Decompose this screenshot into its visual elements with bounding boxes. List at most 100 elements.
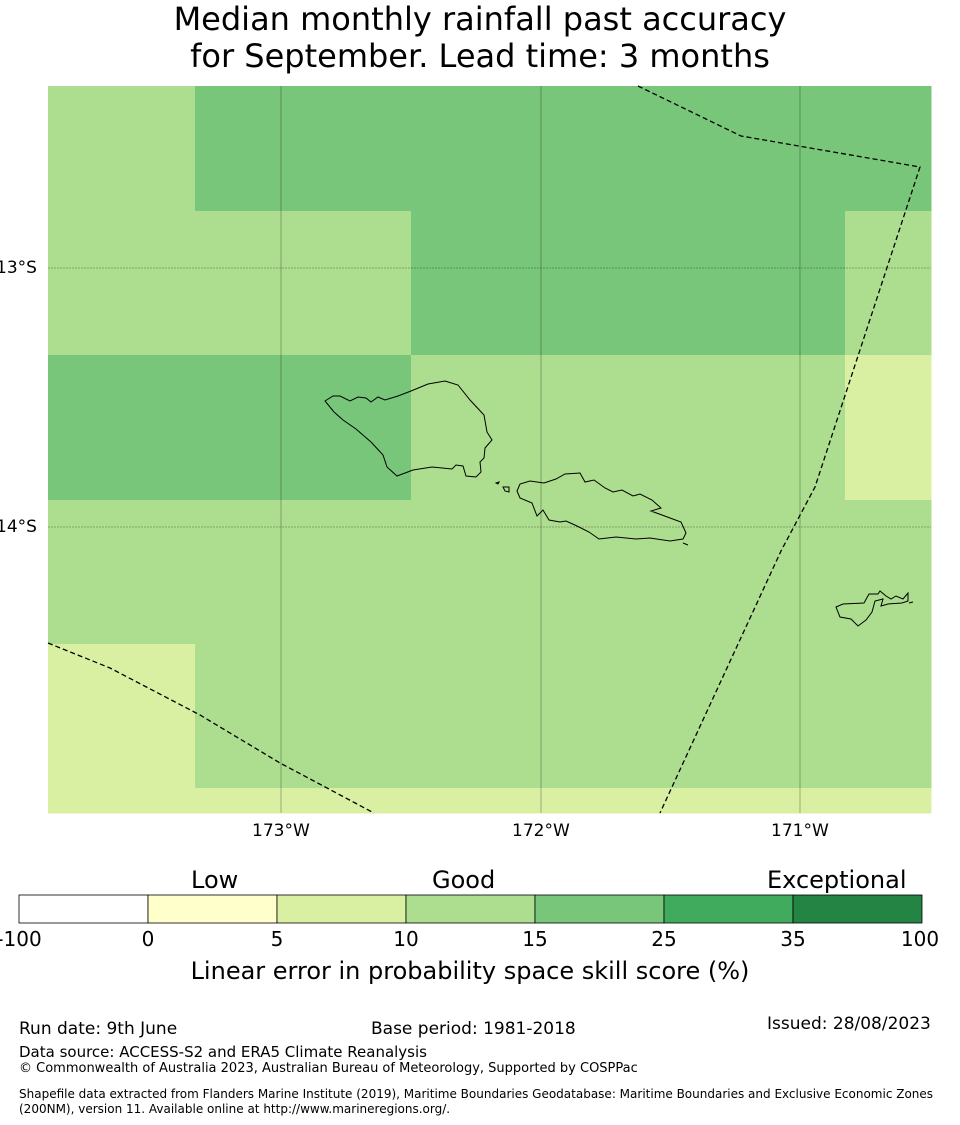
grid-cell xyxy=(303,86,412,212)
grid-cell xyxy=(845,500,932,573)
island-tutuila xyxy=(835,590,909,627)
grid-cell xyxy=(411,644,520,717)
grid-cell xyxy=(519,355,629,428)
map-title-line-1: Median monthly rainfall past accuracy xyxy=(173,0,787,38)
colorbar-tick: 100 xyxy=(900,927,940,951)
grid-cell xyxy=(628,283,846,356)
skill-grid xyxy=(48,86,932,814)
grid-cell xyxy=(48,211,196,284)
colorbar-segment xyxy=(405,894,536,924)
base-period: Base period: 1981-2018 xyxy=(371,1019,576,1039)
grid-cell xyxy=(303,572,412,645)
grid-cell xyxy=(303,427,412,501)
data-source: Data source: ACCESS-S2 and ERA5 Climate … xyxy=(19,1043,427,1061)
grid-cell xyxy=(48,86,196,212)
shapefile-credit-line-1: Shapefile data extracted from Flanders M… xyxy=(19,1087,934,1101)
grid-cell xyxy=(519,788,629,814)
lon-label-172w: 172°W xyxy=(512,821,570,841)
grid-cell xyxy=(303,283,412,356)
colorbar-tick: 25 xyxy=(651,927,677,951)
grid-cell xyxy=(519,572,629,645)
grid-cell xyxy=(519,211,629,284)
grid-cell xyxy=(519,283,629,356)
lat-label-14s: 14°S xyxy=(0,517,37,537)
colorbar-segment xyxy=(534,894,665,924)
eez-boundary-east xyxy=(637,85,921,814)
grid-cell xyxy=(519,427,629,501)
islet-manono xyxy=(502,486,510,493)
grid-cell xyxy=(48,283,196,356)
grid-cell xyxy=(628,788,846,814)
eez-boundaries xyxy=(47,85,921,814)
islet-nuutele xyxy=(682,542,689,546)
grid-cell xyxy=(411,427,520,501)
grid-cell xyxy=(411,716,520,789)
grid-cell xyxy=(195,644,304,717)
grid-cell xyxy=(303,355,412,428)
grid-cell xyxy=(48,644,196,717)
grid-cell xyxy=(195,716,304,789)
map-title-line-2: for September. Lead time: 3 months xyxy=(190,37,770,75)
grid-cell xyxy=(628,211,846,284)
copyright: © Commonwealth of Australia 2023, Austra… xyxy=(19,1061,638,1076)
grid-cell xyxy=(628,355,846,428)
run-date: Run date: 9th June xyxy=(19,1019,178,1039)
colorbar-category-good: Good xyxy=(432,866,496,894)
colorbar-segment xyxy=(147,894,278,924)
islet-apolima xyxy=(494,481,500,485)
grid-cell xyxy=(519,86,629,212)
grid-cell xyxy=(195,500,304,573)
grid-cell xyxy=(411,500,520,573)
issued-date: Issued: 28/08/2023 xyxy=(767,1014,931,1034)
grid-cell xyxy=(411,788,520,814)
grid-cell xyxy=(303,644,412,717)
colorbar xyxy=(18,894,923,924)
grid-cell xyxy=(845,86,932,212)
grid-cell xyxy=(303,500,412,573)
grid-cell xyxy=(845,716,932,789)
island-savaii xyxy=(324,380,493,478)
grid-cell xyxy=(48,500,196,573)
lon-label-173w: 173°W xyxy=(252,821,310,841)
grid-cell xyxy=(628,716,846,789)
grid-cell xyxy=(628,86,846,212)
colorbar-tick: -100 xyxy=(0,927,42,951)
grid-cell xyxy=(519,644,629,717)
colorbar-tick: 5 xyxy=(270,927,284,951)
graticule xyxy=(48,86,931,813)
colorbar-label: Linear error in probability space skill … xyxy=(190,957,750,985)
colorbar-segment xyxy=(663,894,794,924)
lon-label-171w: 171°W xyxy=(771,821,829,841)
island-upolu xyxy=(516,472,687,542)
grid-cell xyxy=(48,788,196,814)
grid-cell xyxy=(845,644,932,717)
grid-cell xyxy=(195,427,304,501)
grid-cell xyxy=(195,355,304,428)
grid-cell xyxy=(195,788,304,814)
coastlines xyxy=(324,380,914,627)
grid-cell xyxy=(411,572,520,645)
grid-cell xyxy=(519,716,629,789)
grid-cell xyxy=(411,211,520,284)
colorbar-tick: 15 xyxy=(522,927,548,951)
colorbar-category-exceptional: Exceptional xyxy=(767,866,907,894)
grid-cell xyxy=(628,500,846,573)
colorbar-tick: 35 xyxy=(780,927,806,951)
grid-cell xyxy=(845,355,932,428)
grid-cell xyxy=(519,500,629,573)
lat-label-13s: 13°S xyxy=(0,258,37,278)
grid-cell xyxy=(628,644,846,717)
grid-cell xyxy=(411,86,520,212)
grid-cell xyxy=(845,211,932,284)
grid-cell xyxy=(48,716,196,789)
grid-cell xyxy=(845,427,932,501)
grid-cell xyxy=(845,788,932,814)
grid-cell xyxy=(195,283,304,356)
grid-cell xyxy=(303,211,412,284)
colorbar-tick: 10 xyxy=(393,927,419,951)
shapefile-credit-line-2: (200NM), version 11. Available online at… xyxy=(19,1102,451,1116)
grid-cell xyxy=(411,355,520,428)
grid-cell xyxy=(48,427,196,501)
colorbar-segment xyxy=(276,894,407,924)
